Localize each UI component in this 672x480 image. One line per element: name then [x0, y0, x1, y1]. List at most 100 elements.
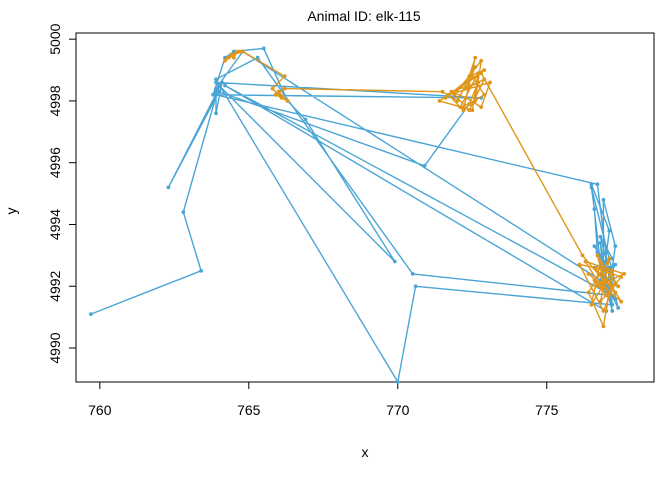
x-axis: 760 765 770 775: [88, 381, 559, 418]
data-point: [473, 65, 478, 69]
data-point: [211, 92, 216, 97]
series-2: [223, 49, 627, 329]
data-point: [270, 86, 275, 91]
data-point: [601, 324, 606, 329]
data-point: [476, 71, 481, 76]
data-point: [592, 207, 597, 211]
data-point: [255, 55, 260, 60]
data-point: [214, 77, 218, 82]
data-point: [467, 108, 472, 113]
y-tick-label: 4998: [47, 85, 63, 116]
data-point: [613, 244, 618, 249]
data-point: [592, 278, 597, 282]
chart-title: Animal ID: elk-115: [307, 8, 421, 24]
data-point: [616, 284, 621, 289]
data-point: [261, 46, 266, 51]
data-point: [440, 89, 445, 94]
data-point: [458, 105, 463, 109]
series-layer: [89, 46, 627, 384]
data-point: [181, 210, 186, 215]
data-point: [601, 309, 606, 313]
data-point: [592, 244, 597, 249]
data-point: [619, 275, 624, 279]
data-point: [613, 262, 618, 267]
data-point: [214, 86, 218, 91]
x-tick-label: 760: [88, 402, 112, 418]
data-point: [479, 71, 484, 76]
data-point: [583, 259, 588, 264]
data-point: [413, 284, 418, 289]
data-point: [589, 302, 594, 307]
data-point: [595, 250, 600, 255]
data-point: [214, 111, 218, 116]
x-tick-label: 775: [535, 402, 559, 418]
data-point: [273, 92, 278, 97]
data-point: [613, 290, 618, 295]
data-point: [607, 228, 612, 233]
data-point: [449, 89, 454, 94]
series-line: [224, 50, 625, 328]
data-point: [437, 99, 442, 103]
data-point: [595, 284, 600, 289]
data-point: [422, 163, 427, 168]
data-point: [89, 312, 93, 316]
data-point: [598, 259, 603, 264]
data-point: [479, 105, 484, 109]
data-point: [282, 74, 287, 79]
y-tick-label: 4996: [47, 147, 63, 178]
data-point: [580, 253, 585, 258]
data-point: [226, 55, 230, 60]
series-1: [89, 46, 621, 384]
data-point: [199, 268, 204, 273]
data-point: [589, 182, 594, 187]
data-point: [589, 185, 594, 190]
data-point: [610, 302, 615, 307]
data-point: [473, 99, 478, 103]
data-point: [238, 49, 242, 54]
data-point: [232, 55, 236, 60]
data-point: [279, 96, 284, 100]
data-point: [577, 262, 582, 267]
data-point: [482, 68, 487, 72]
data-point: [464, 86, 469, 91]
data-point: [610, 256, 615, 261]
data-point: [232, 52, 236, 57]
data-point: [488, 80, 492, 85]
data-point: [482, 77, 487, 82]
data-point: [604, 293, 609, 298]
data-point: [446, 92, 451, 97]
data-point: [592, 265, 597, 270]
data-point: [229, 52, 233, 57]
data-point: [217, 83, 221, 88]
data-point: [616, 306, 621, 310]
data-point: [598, 299, 603, 304]
data-point: [613, 281, 618, 286]
data-point: [476, 80, 481, 85]
data-point: [276, 89, 281, 94]
data-point: [455, 99, 460, 103]
data-point: [392, 259, 397, 264]
data-point: [395, 380, 400, 384]
data-point: [166, 185, 171, 190]
x-tick-label: 770: [386, 402, 410, 418]
data-point: [285, 99, 290, 103]
data-point: [443, 96, 448, 100]
data-point: [223, 58, 227, 63]
x-tick-label: 765: [237, 402, 261, 418]
data-point: [598, 265, 603, 270]
data-point: [217, 89, 221, 94]
data-point: [220, 80, 224, 85]
series-line: [90, 47, 619, 383]
data-point: [470, 108, 475, 113]
data-point: [282, 86, 287, 91]
data-point: [223, 83, 227, 88]
data-point: [452, 92, 457, 97]
data-point: [586, 290, 591, 295]
y-tick-label: 4992: [47, 270, 63, 301]
data-point: [619, 299, 624, 304]
data-point: [622, 272, 627, 276]
y-tick-label: 4994: [47, 209, 63, 240]
data-point: [610, 268, 615, 273]
data-point: [461, 108, 466, 113]
